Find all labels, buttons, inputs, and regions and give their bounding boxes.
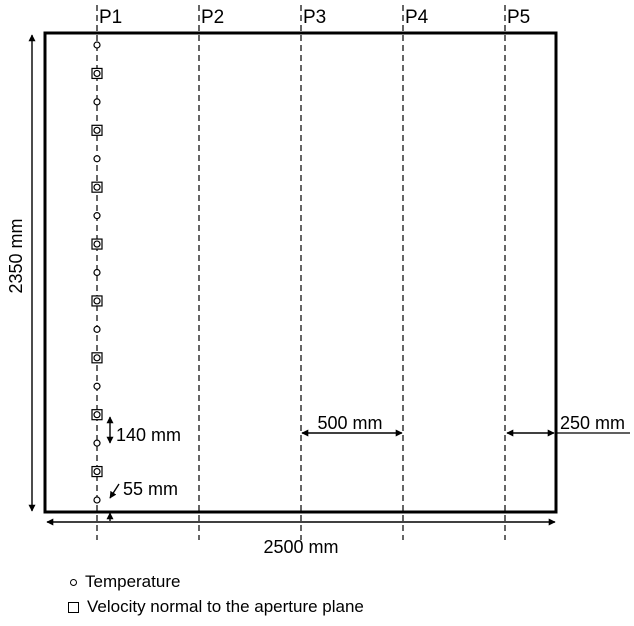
legend-velocity: Velocity normal to the aperture plane xyxy=(66,597,364,617)
temperature-sensor-marker xyxy=(93,183,101,191)
legend-velocity-label: Velocity normal to the aperture plane xyxy=(87,597,364,616)
aperture-outline xyxy=(43,31,558,514)
plane-labels: P1 P2 P3 P4 P5 xyxy=(99,7,530,28)
temperature-symbol-icon xyxy=(70,578,77,586)
temperature-sensor-marker xyxy=(93,354,101,362)
plane-label-p5: P5 xyxy=(507,7,530,28)
plane-label-p4: P4 xyxy=(405,7,429,28)
plane-lines xyxy=(96,5,506,540)
temperature-sensor-marker xyxy=(93,467,101,476)
plane-spacing-label: 500 mm xyxy=(317,413,382,433)
temperature-sensor-marker xyxy=(93,240,101,248)
temperature-sensor-marker xyxy=(93,382,101,390)
temperature-sensor-marker xyxy=(93,69,101,78)
plane-label-p1: P1 xyxy=(99,7,122,28)
bottom-offset-label: 55 mm xyxy=(123,479,178,499)
plane-label-p3: P3 xyxy=(303,7,326,28)
height-dimension-label: 2350 mm xyxy=(6,218,26,293)
temperature-sensor-marker xyxy=(93,439,101,447)
temperature-sensor-marker xyxy=(93,411,101,419)
bottom-offset-arrow xyxy=(109,483,120,499)
temperature-sensor-marker xyxy=(93,155,101,163)
legend-temperature: Temperature xyxy=(66,572,180,592)
sensor-markers xyxy=(91,41,103,504)
velocity-symbol-icon xyxy=(68,601,79,613)
temperature-sensor-marker xyxy=(93,126,101,134)
temperature-sensor-marker xyxy=(93,325,101,333)
temperature-sensor-marker xyxy=(93,297,101,305)
legend-temperature-label: Temperature xyxy=(85,572,181,591)
end-gap-label: 250 mm xyxy=(560,413,625,433)
width-dimension-label: 2500 mm xyxy=(263,537,338,557)
temperature-sensor-marker xyxy=(93,496,101,504)
temperature-sensor-marker xyxy=(93,212,101,220)
plane-label-p2: P2 xyxy=(201,7,224,28)
temperature-sensor-marker xyxy=(93,98,101,106)
temperature-sensor-marker xyxy=(93,41,101,49)
temperature-sensor-marker xyxy=(93,268,101,277)
sensor-spacing-label: 140 mm xyxy=(116,425,181,445)
